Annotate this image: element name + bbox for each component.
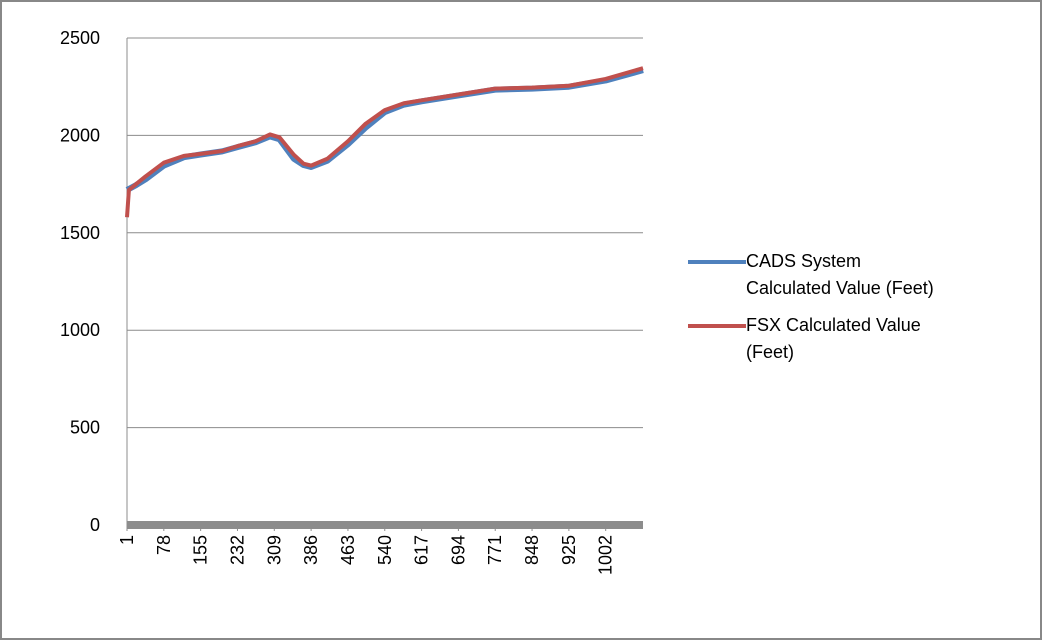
x-tick-label: 1002 <box>596 535 616 575</box>
y-tick-label: 500 <box>70 418 100 438</box>
x-tick-label: 540 <box>375 535 395 565</box>
x-tick-label: 617 <box>412 535 432 565</box>
x-tick-label: 925 <box>559 535 579 565</box>
y-tick-label: 2000 <box>60 125 100 145</box>
legend-entry: CADS System Calculated Value (Feet) <box>688 248 946 302</box>
x-tick-label: 232 <box>227 535 247 565</box>
y-tick-label: 0 <box>90 515 100 535</box>
legend: CADS System Calculated Value (Feet) FSX C… <box>688 248 946 376</box>
x-tick-label: 155 <box>191 535 211 565</box>
x-tick-label: 386 <box>301 535 321 565</box>
x-tick-label: 771 <box>485 535 505 565</box>
y-tick-label: 1000 <box>60 320 100 340</box>
legend-label: CADS System Calculated Value (Feet) <box>746 251 934 298</box>
series-line <box>125 66 644 218</box>
x-tick-label: 78 <box>154 535 174 555</box>
x-tick-label: 309 <box>264 535 284 565</box>
legend-label: FSX Calculated Value (Feet) <box>746 315 921 362</box>
legend-entry: FSX Calculated Value (Feet) <box>688 312 946 366</box>
x-tick-label: 463 <box>338 535 358 565</box>
y-tick-label: 2500 <box>60 28 100 48</box>
legend-swatch <box>688 324 746 328</box>
x-tick-label: 694 <box>448 535 468 565</box>
legend-swatch <box>688 260 746 264</box>
x-tick-label: 848 <box>522 535 542 565</box>
x-tick-label: 1 <box>117 535 137 545</box>
y-tick-label: 1500 <box>60 223 100 243</box>
